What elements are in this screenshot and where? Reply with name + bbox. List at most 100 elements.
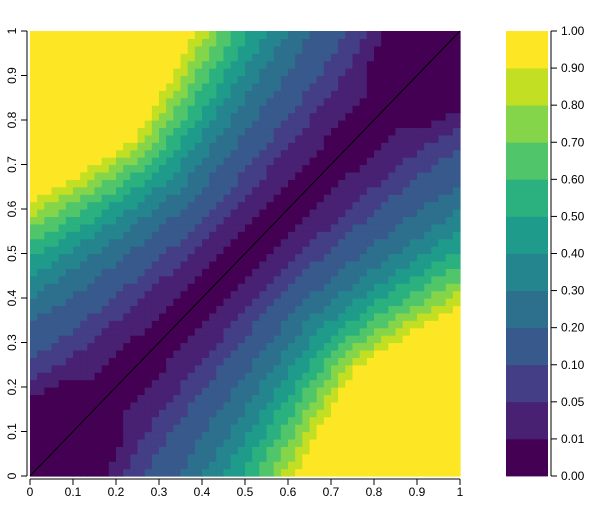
heatmap-cell — [37, 38, 45, 47]
heatmap-cell — [417, 149, 425, 158]
heatmap-cell — [202, 379, 210, 388]
heatmap-cell — [180, 68, 189, 77]
heatmap-cell — [266, 38, 275, 47]
heatmap-cell — [30, 431, 38, 440]
heatmap-cell — [352, 290, 361, 299]
heatmap-cell — [223, 394, 232, 403]
heatmap-cell — [402, 134, 411, 143]
heatmap-cell — [366, 53, 375, 62]
heatmap-cell — [166, 149, 174, 158]
heatmap-cell — [137, 194, 146, 203]
heatmap-cell — [37, 127, 45, 136]
heatmap-cell — [345, 60, 354, 69]
heatmap-cell — [237, 372, 246, 381]
heatmap-cell — [58, 90, 67, 99]
heatmap-cell — [166, 209, 174, 218]
heatmap-cell — [173, 164, 182, 173]
heatmap-cell — [424, 431, 432, 440]
heatmap-cell — [116, 157, 124, 166]
heatmap-cell — [359, 53, 368, 62]
heatmap-cell — [374, 201, 382, 210]
heatmap-cell — [266, 364, 275, 373]
heatmap-cell — [309, 453, 318, 462]
heatmap-cell — [144, 446, 153, 455]
colorbar-tick-label: 0.20 — [561, 321, 585, 335]
heatmap-cell — [209, 231, 217, 240]
heatmap-cell — [417, 260, 425, 269]
heatmap-cell — [323, 209, 332, 218]
heatmap-cell — [359, 97, 368, 106]
heatmap-cell — [159, 342, 167, 351]
reference-line — [29, 30, 461, 477]
heatmap-cell — [273, 157, 282, 166]
heatmap-cell — [352, 142, 361, 151]
heatmap-cell — [417, 409, 425, 418]
heatmap-cell — [395, 320, 404, 329]
heatmap-cell — [374, 186, 382, 195]
heatmap-cell — [44, 283, 53, 292]
heatmap-cell — [352, 216, 361, 225]
heatmap-cell — [137, 438, 146, 447]
heatmap-cell — [316, 127, 325, 136]
heatmap-cell — [44, 401, 53, 410]
heatmap-cell — [230, 127, 239, 136]
heatmap-cell — [352, 149, 361, 158]
heatmap-cell — [209, 112, 217, 121]
heatmap-cell — [101, 179, 110, 188]
heatmap-cell — [273, 45, 282, 54]
heatmap-cell — [316, 401, 325, 410]
heatmap-cell — [438, 349, 447, 358]
heatmap-cell — [280, 416, 289, 425]
heatmap-cell — [123, 379, 131, 388]
heatmap-cell — [51, 164, 60, 173]
heatmap-cell — [173, 275, 182, 284]
heatmap-cell — [123, 357, 131, 366]
heatmap-cell — [209, 216, 217, 225]
heatmap-cell — [316, 38, 325, 47]
heatmap-cell — [424, 409, 432, 418]
heatmap-cell — [173, 260, 182, 269]
heatmap-cell — [323, 120, 332, 129]
heatmap-cell — [452, 409, 461, 418]
heatmap-cell — [388, 68, 397, 77]
heatmap-cell — [130, 90, 139, 99]
heatmap-cell — [259, 179, 268, 188]
heatmap-cell — [302, 149, 311, 158]
heatmap-cell — [452, 283, 461, 292]
heatmap-cell — [116, 127, 124, 136]
heatmap-cell — [431, 416, 440, 425]
heatmap-cell — [417, 349, 425, 358]
heatmap-cell — [395, 53, 404, 62]
heatmap-cell — [51, 105, 60, 114]
heatmap-cell — [230, 246, 239, 255]
heatmap-cell — [288, 194, 296, 203]
heatmap-cell — [87, 164, 96, 173]
heatmap-cell — [452, 209, 461, 218]
heatmap-cell — [101, 305, 110, 314]
heatmap-cell — [295, 90, 303, 99]
heatmap-cell — [402, 260, 411, 269]
heatmap-cell — [166, 320, 174, 329]
heatmap-cell — [144, 268, 153, 277]
heatmap-cell — [445, 216, 454, 225]
heatmap-cell — [352, 179, 361, 188]
heatmap-cell — [388, 105, 397, 114]
heatmap-cell — [37, 75, 45, 84]
heatmap-cell — [259, 112, 268, 121]
heatmap-cell — [166, 275, 174, 284]
heatmap-cell — [223, 416, 232, 425]
heatmap-cell — [159, 379, 167, 388]
heatmap-cell — [237, 201, 246, 210]
heatmap-cell — [30, 45, 38, 54]
heatmap-cell — [209, 157, 217, 166]
heatmap-cell — [402, 194, 411, 203]
heatmap-cell — [252, 453, 260, 462]
heatmap-cell — [166, 468, 174, 477]
heatmap-cell — [166, 379, 174, 388]
heatmap-cell — [144, 372, 153, 381]
heatmap-cell — [37, 453, 45, 462]
colorbar-tick-label: 0.10 — [561, 358, 585, 372]
heatmap-cell — [159, 53, 167, 62]
heatmap-cell — [73, 394, 81, 403]
heatmap-cell — [73, 68, 81, 77]
